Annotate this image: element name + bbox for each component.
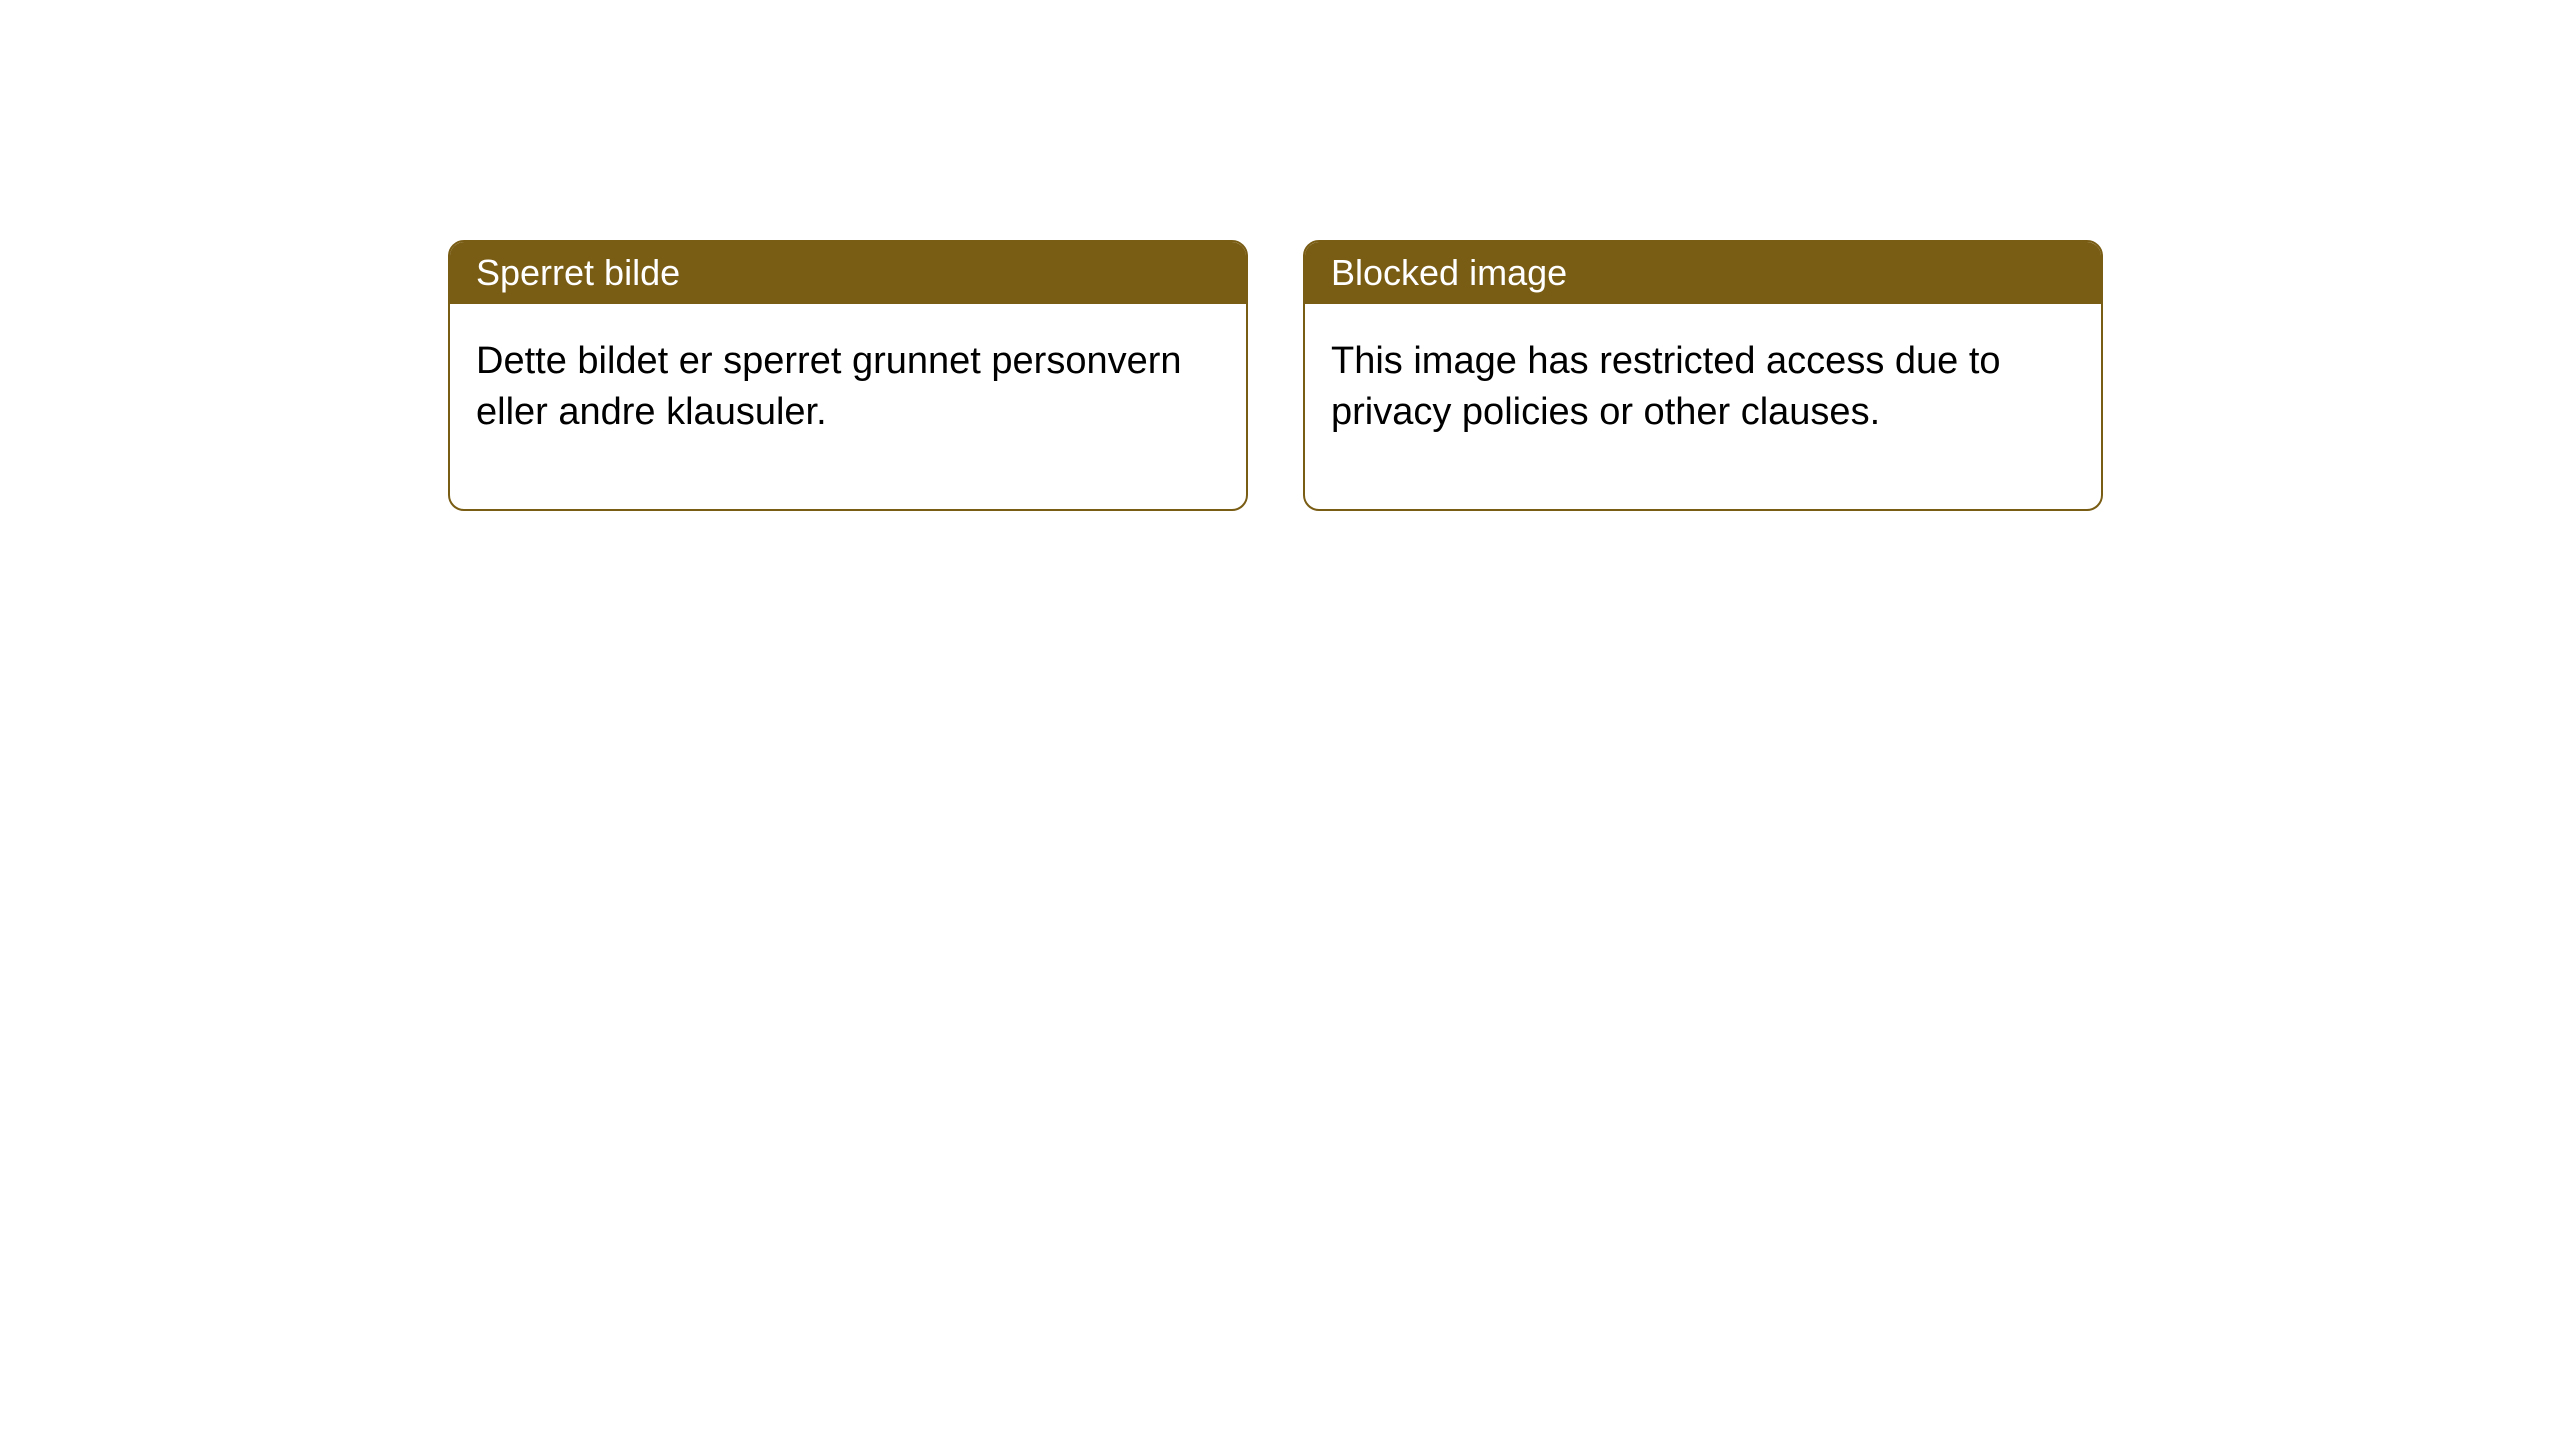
notice-body: This image has restricted access due to … — [1305, 304, 2101, 509]
notice-card-norwegian: Sperret bilde Dette bildet er sperret gr… — [448, 240, 1248, 511]
notice-container: Sperret bilde Dette bildet er sperret gr… — [0, 0, 2560, 511]
notice-title: Blocked image — [1305, 242, 2101, 304]
notice-body: Dette bildet er sperret grunnet personve… — [450, 304, 1246, 509]
notice-card-english: Blocked image This image has restricted … — [1303, 240, 2103, 511]
notice-title: Sperret bilde — [450, 242, 1246, 304]
